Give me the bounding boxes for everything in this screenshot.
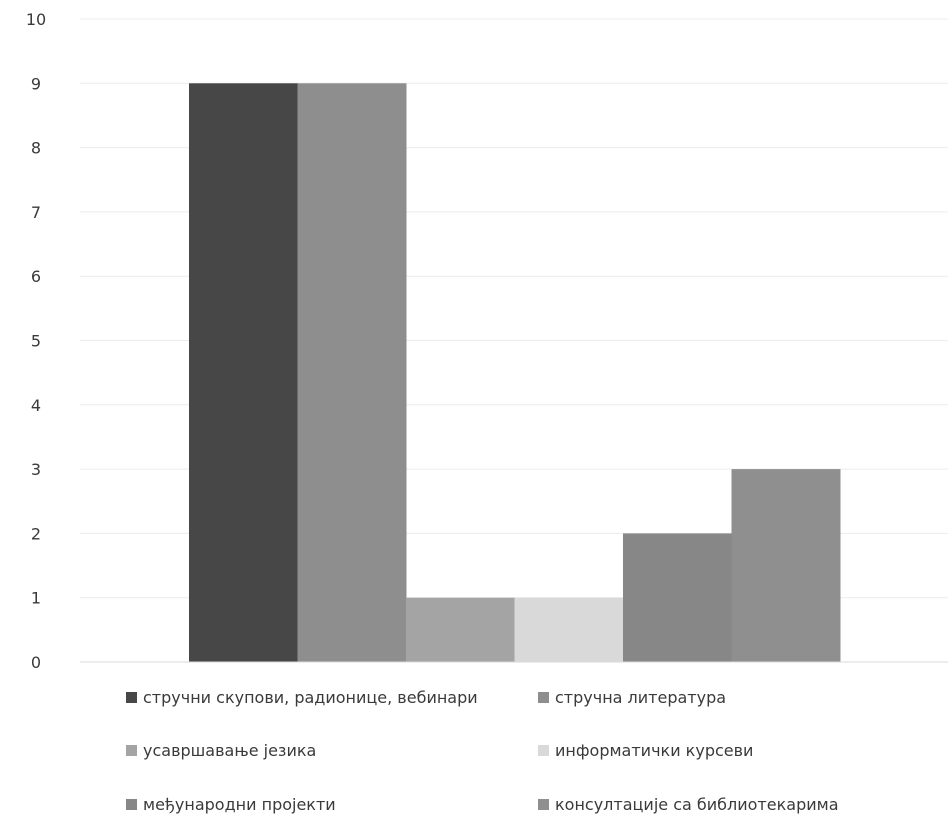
- y-tick-label: 0: [31, 653, 41, 672]
- bars: [189, 83, 841, 663]
- legend-label: информатички курсеви: [555, 741, 753, 760]
- legend-label: стручни скупови, радионице, вебинари: [143, 688, 478, 707]
- legend-label: усавршавање језика: [143, 741, 316, 760]
- y-tick-label: 2: [31, 524, 41, 543]
- y-axis-tick-labels: 0 1 2 3 4 5 6 7 8 9 10: [26, 10, 46, 672]
- bar: [731, 469, 841, 662]
- y-tick-label: 9: [31, 74, 41, 93]
- legend-swatch: [538, 692, 549, 703]
- y-tick-label: 6: [31, 267, 41, 286]
- legend-swatch: [126, 745, 137, 756]
- legend-swatch: [538, 799, 549, 810]
- bar: [623, 533, 732, 662]
- bar: [189, 83, 298, 663]
- legend-label: међународни пројекти: [143, 795, 336, 814]
- legend: стручни скупови, радионице, вебинари стру…: [126, 688, 839, 814]
- bar: [406, 597, 515, 662]
- y-tick-label: 7: [31, 203, 41, 222]
- y-tick-label: 1: [31, 589, 41, 608]
- y-tick-label: 4: [31, 396, 41, 415]
- legend-label: консултације са библиотекарима: [555, 795, 839, 814]
- bar: [514, 597, 624, 662]
- legend-swatch: [126, 799, 137, 810]
- y-tick-label: 10: [26, 10, 46, 29]
- legend-label: стручна литература: [555, 688, 726, 707]
- y-tick-label: 8: [31, 139, 41, 158]
- legend-swatch: [538, 745, 549, 756]
- y-tick-label: 5: [31, 332, 41, 351]
- y-tick-label: 3: [31, 460, 41, 479]
- bar: [297, 83, 407, 663]
- legend-swatch: [126, 692, 137, 703]
